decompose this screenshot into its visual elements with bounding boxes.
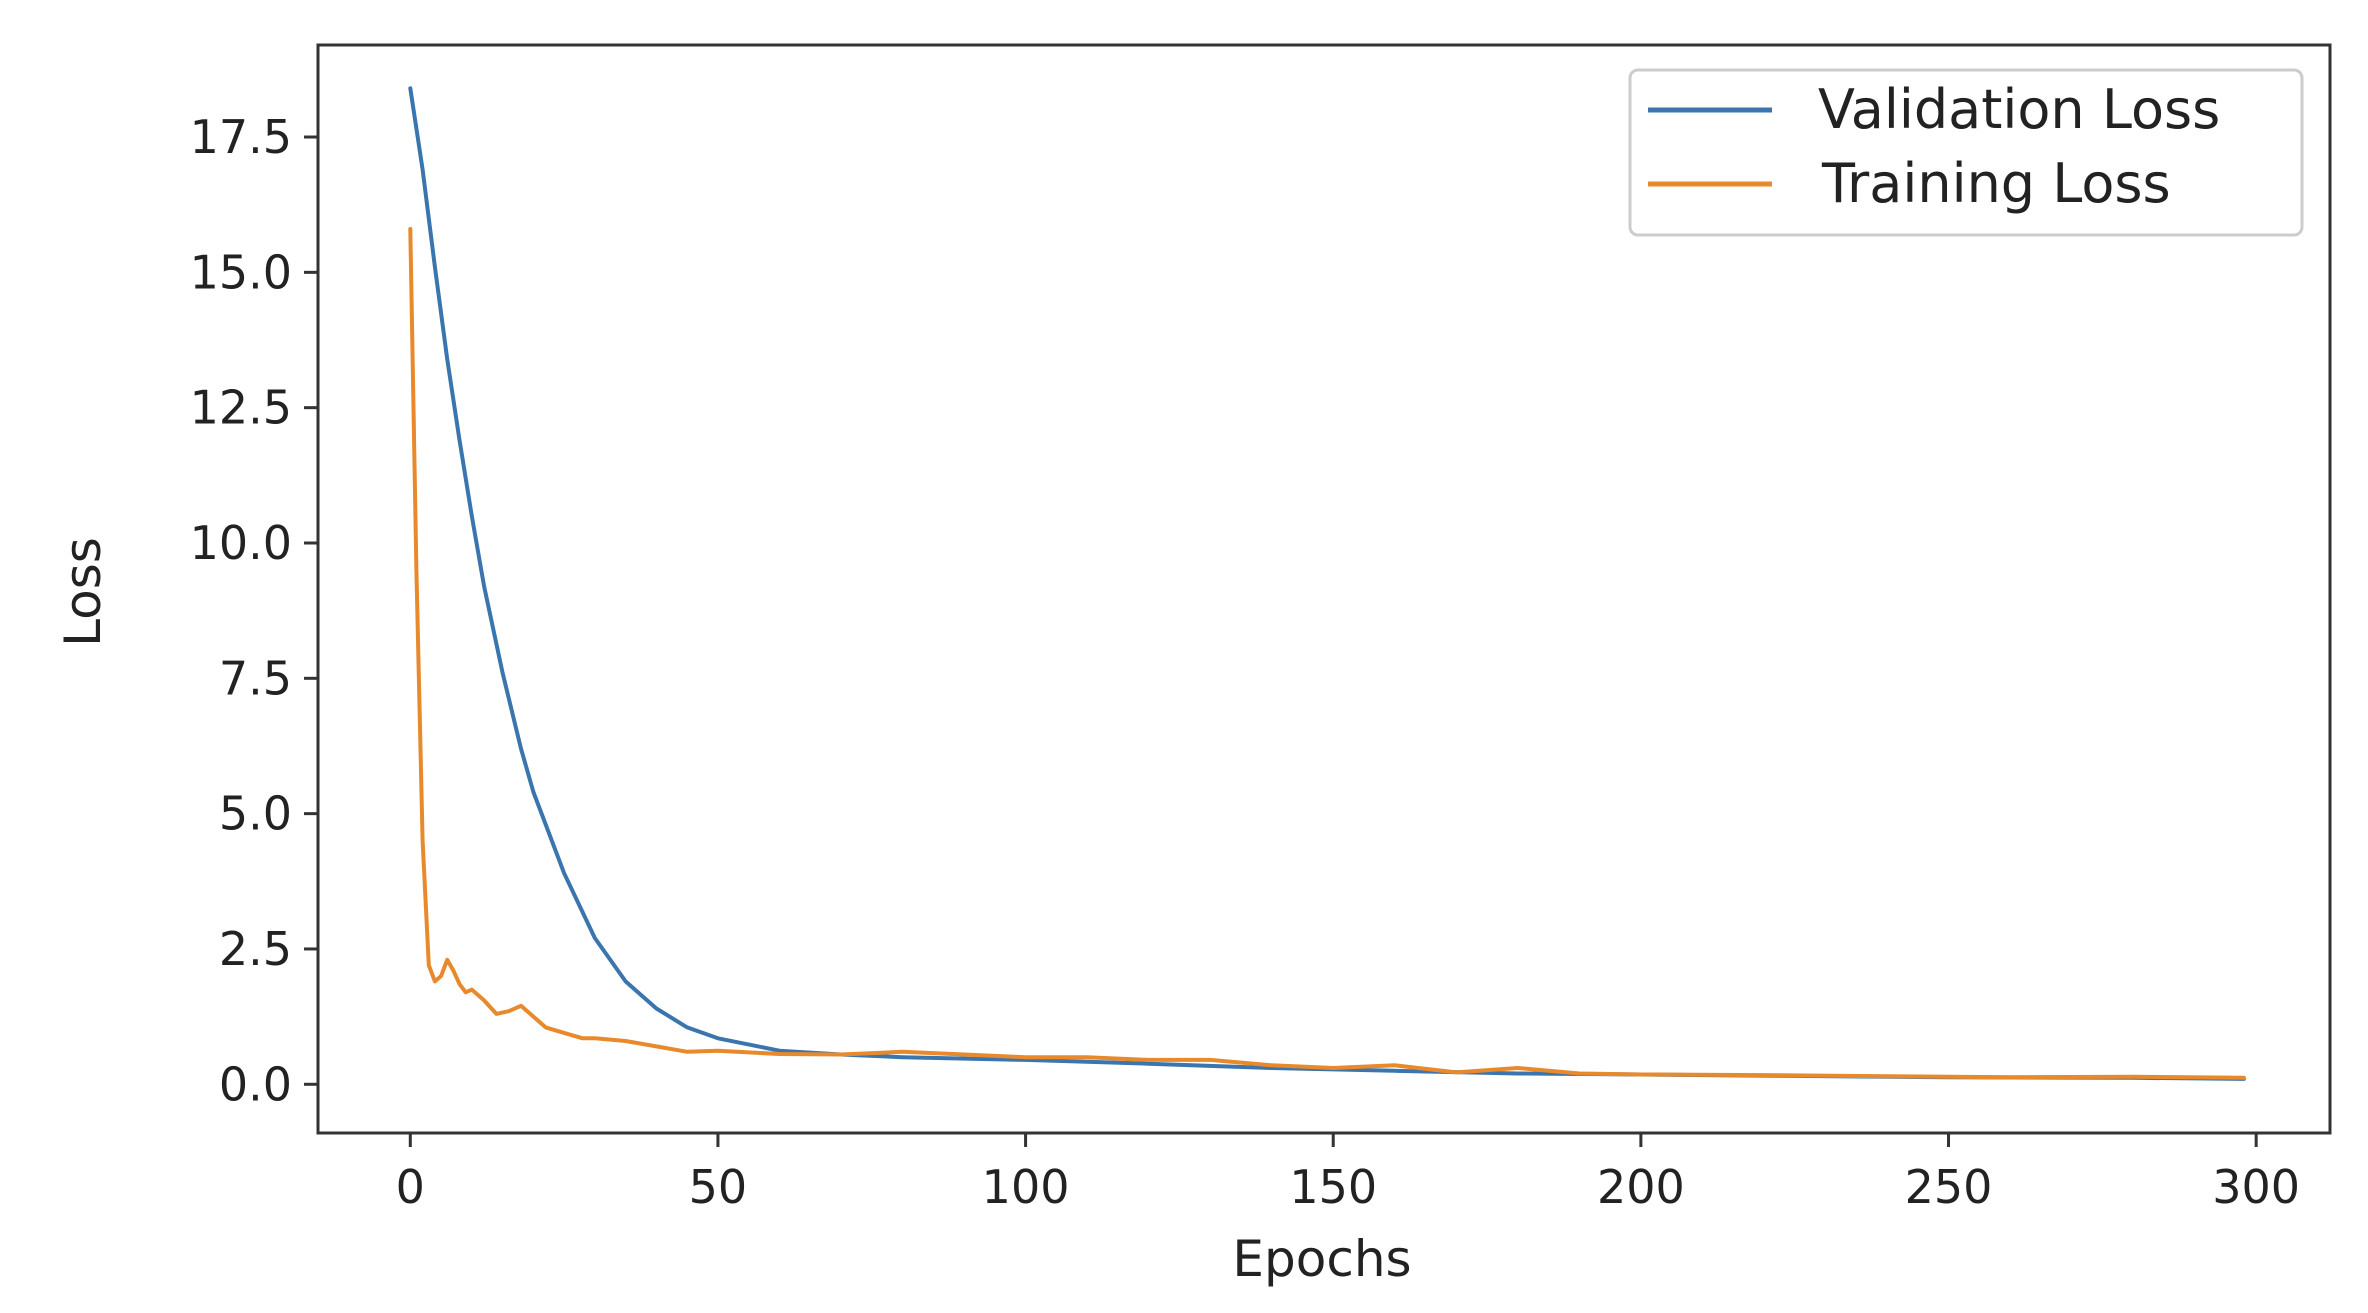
- y-tick-label: 10.0: [190, 516, 292, 570]
- x-tick-label: 50: [689, 1160, 748, 1214]
- y-tick-label: 2.5: [219, 922, 292, 976]
- y-tick-label: 12.5: [190, 381, 292, 435]
- x-tick-label: 0: [396, 1160, 425, 1214]
- axes-frame: [316, 43, 2332, 1135]
- y-axis: 0.0 2.5 5.0 7.5 10.0 12.5 15.0 17.5: [190, 110, 318, 1111]
- x-tick-label: 200: [1597, 1160, 1685, 1214]
- x-axis-label: Epochs: [1232, 1230, 1411, 1288]
- x-tick-label: 150: [1289, 1160, 1377, 1214]
- x-axis: 0 50 100 150 200 250 300: [396, 1133, 2300, 1214]
- y-tick-label: 15.0: [190, 245, 292, 299]
- y-tick-label: 7.5: [219, 651, 292, 705]
- y-tick-label: 5.0: [219, 787, 292, 841]
- y-tick-label: 0.0: [219, 1057, 292, 1111]
- y-axis-label: Loss: [54, 537, 112, 647]
- x-tick-label: 250: [1905, 1160, 1993, 1214]
- x-tick-label: 100: [982, 1160, 1070, 1214]
- y-tick-label: 17.5: [190, 110, 292, 164]
- legend: Validation Loss Training Loss: [1628, 68, 2304, 237]
- legend-label-validation: Validation Loss: [1818, 78, 2220, 141]
- legend-box: [1628, 68, 2304, 237]
- validation-loss-line: [408, 86, 2246, 1081]
- x-tick-label: 300: [2212, 1160, 2300, 1214]
- training-loss-line: [408, 227, 2246, 1080]
- plot-area: [408, 86, 2246, 1081]
- legend-label-training: Training Loss: [1821, 152, 2171, 215]
